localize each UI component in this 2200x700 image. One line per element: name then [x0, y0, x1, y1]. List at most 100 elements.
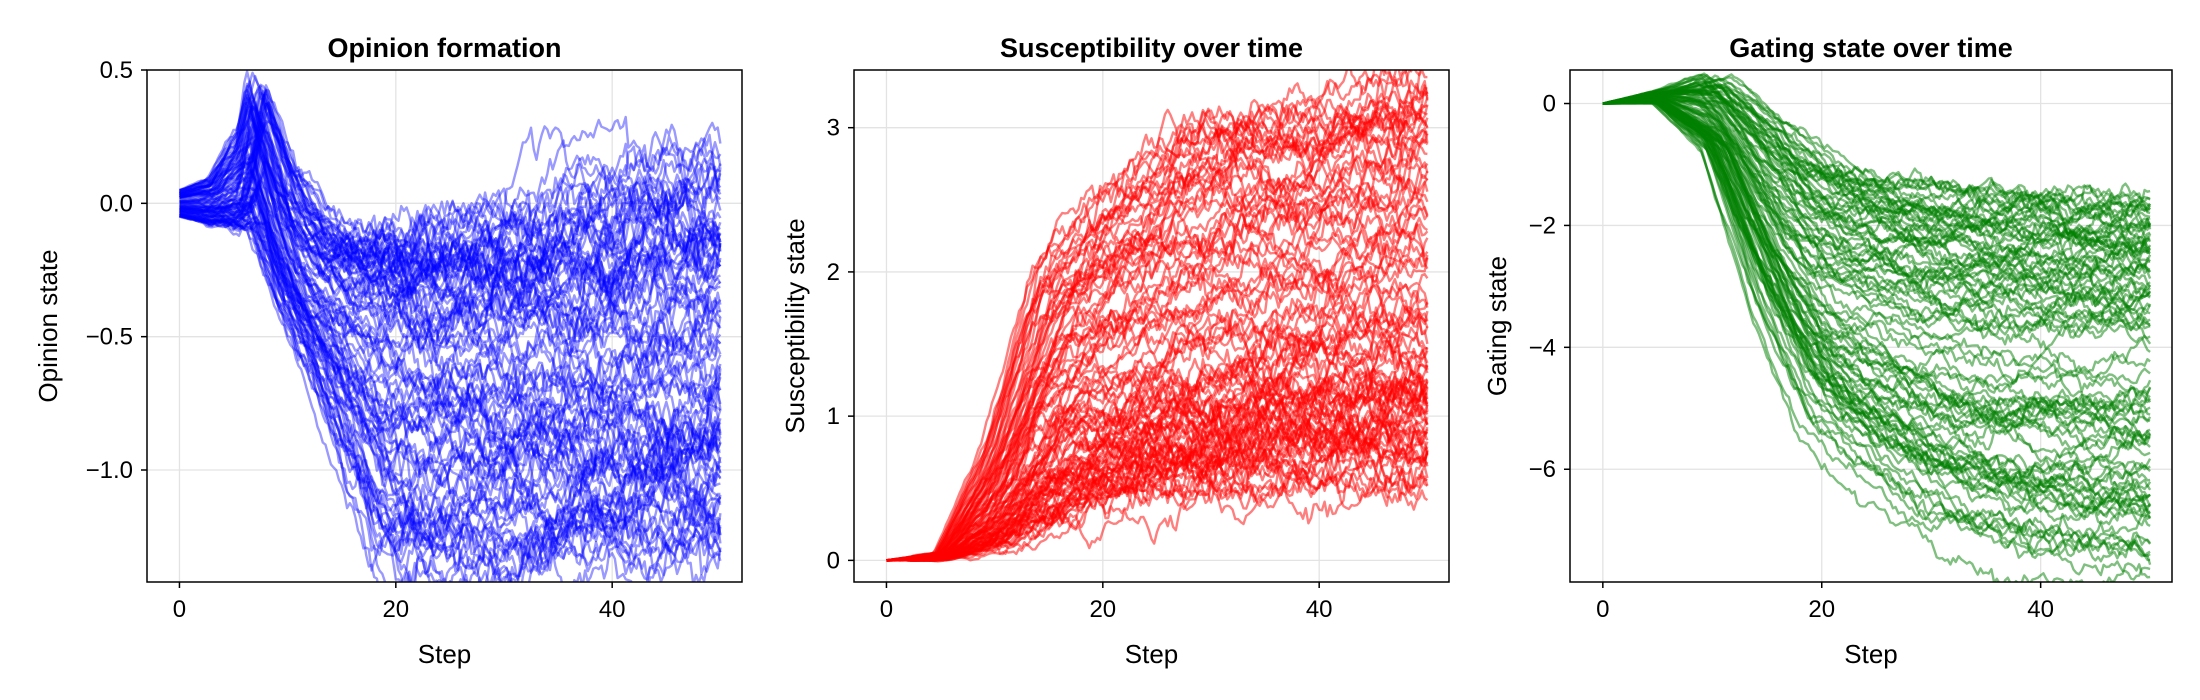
series-line — [179, 89, 721, 273]
series-line — [179, 168, 722, 473]
series-line — [179, 111, 721, 340]
series-line — [179, 126, 722, 365]
series-line — [886, 368, 1429, 562]
series-line — [179, 169, 722, 479]
series-line — [179, 186, 722, 497]
series-line — [179, 201, 722, 557]
series-line — [179, 208, 722, 576]
series-line — [179, 160, 722, 445]
series-line — [179, 192, 721, 541]
series-line — [179, 214, 721, 582]
series-line — [179, 119, 722, 385]
series-line — [179, 201, 722, 550]
series-line — [179, 112, 722, 396]
x-axis-label: Step — [1125, 639, 1179, 669]
x-tick-label: 20 — [382, 596, 409, 623]
series-line — [179, 203, 722, 524]
series-line — [179, 84, 721, 326]
series-line — [179, 104, 722, 340]
series-line — [179, 157, 722, 450]
series-line — [179, 83, 722, 307]
series-line — [1602, 72, 2151, 213]
series-line — [179, 96, 722, 300]
series-line — [886, 226, 1429, 562]
series-line — [179, 185, 722, 482]
series-line — [1602, 90, 2151, 264]
y-axis-label: Gating state — [1482, 256, 1512, 396]
y-tick-label: 1 — [827, 403, 840, 430]
series-line — [179, 120, 722, 329]
series-line — [1602, 94, 2152, 311]
series-line — [179, 215, 722, 582]
chart-title: Gating state over time — [1729, 33, 2013, 63]
y-tick-label: −1.0 — [86, 457, 133, 484]
series-line — [179, 101, 722, 259]
series-line — [179, 181, 722, 444]
series-line — [179, 203, 722, 539]
y-tick-label: 0 — [1543, 91, 1556, 118]
x-tick-label: 40 — [2027, 596, 2054, 623]
series-line — [886, 340, 1429, 562]
series-line — [179, 215, 722, 582]
series-line — [179, 74, 722, 268]
series-line — [178, 70, 722, 269]
series-line — [886, 452, 1429, 562]
series-line — [1602, 101, 2152, 566]
series-line — [179, 195, 722, 505]
series-line — [179, 96, 722, 314]
series-line — [179, 146, 722, 425]
series-line — [179, 101, 722, 308]
series-line — [179, 168, 722, 472]
series-line — [886, 309, 1428, 562]
series-line — [886, 470, 1429, 562]
series-line — [1602, 90, 2152, 257]
panel-gating: Gating state over time Step Gating state… — [1482, 33, 2173, 669]
x-tick-label: 40 — [599, 596, 626, 623]
series-line — [886, 70, 1422, 562]
series-line — [179, 160, 722, 488]
series-group — [886, 70, 1429, 563]
series-line — [179, 84, 722, 260]
series-line — [179, 101, 721, 321]
series-line — [179, 131, 722, 381]
series-line — [179, 193, 721, 488]
y-tick-label: −6 — [1529, 456, 1556, 483]
series-line — [179, 191, 722, 510]
series-line — [179, 213, 722, 582]
chart-title: Opinion formation — [328, 33, 562, 63]
series-line — [179, 213, 722, 557]
series-line — [179, 84, 722, 278]
series-line — [179, 100, 722, 329]
series-line — [179, 88, 722, 302]
series-line — [179, 102, 722, 308]
series-line — [179, 106, 722, 306]
series-line — [1602, 98, 2152, 443]
plot-frame — [146, 69, 743, 583]
series-line — [886, 70, 1429, 562]
series-line — [886, 130, 1428, 562]
series-line — [1602, 97, 2152, 418]
series-line — [1602, 102, 2151, 581]
x-tick-label: 20 — [1089, 596, 1116, 623]
series-line — [179, 93, 722, 289]
series-line — [179, 122, 722, 354]
plot-frame — [853, 69, 1450, 583]
series-line — [179, 88, 721, 284]
series-line — [1602, 97, 2151, 385]
series-line — [179, 89, 721, 295]
series-line — [179, 94, 721, 330]
series-line — [179, 121, 722, 360]
x-axis-label: Step — [1844, 639, 1898, 669]
series-line — [179, 105, 722, 319]
series-line — [179, 214, 722, 581]
series-line — [179, 149, 722, 416]
series-line — [886, 405, 1429, 562]
series-line — [179, 155, 722, 441]
y-tick-label: −0.5 — [86, 324, 133, 351]
y-tick-label: 0.5 — [100, 57, 133, 84]
series-group — [178, 70, 722, 582]
series-line — [179, 183, 721, 504]
series-line — [179, 187, 722, 514]
series-line — [179, 97, 722, 299]
series-line — [179, 203, 722, 560]
